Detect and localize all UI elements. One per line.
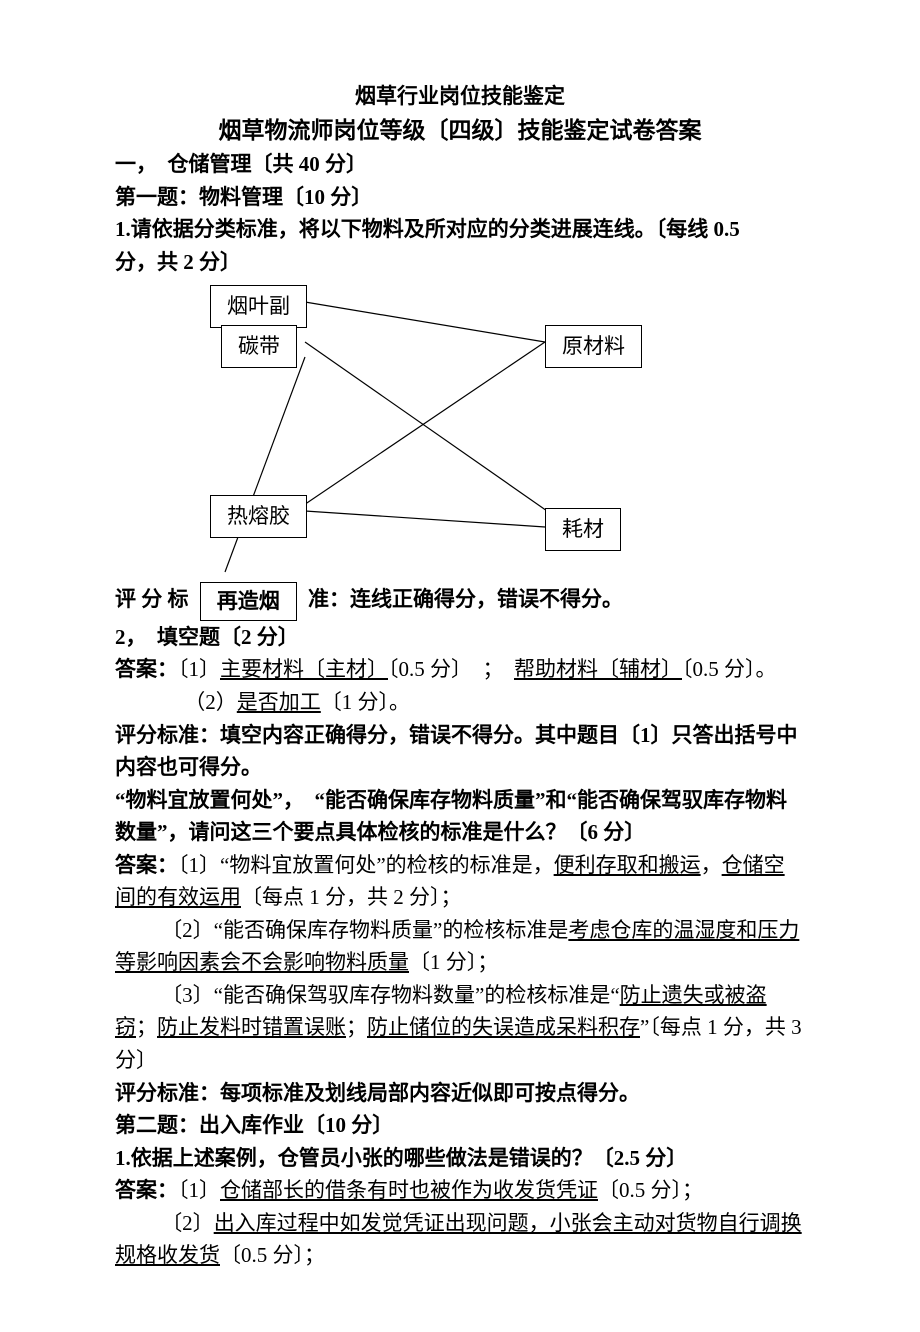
s2a1-post: 〔0.5 分〕； — [598, 1178, 703, 1202]
a1-mid2: 〔0.5 分〕。 — [682, 657, 777, 681]
node-haocai: 耗材 — [545, 508, 621, 551]
q2-grade: 评分标准：填空内容正确得分，错误不得分。其中题目〔1〕只答出括号中内容也可得分。 — [115, 719, 805, 784]
q3a1-post: 〔每点 1 分，共 2 分〕； — [241, 885, 462, 909]
matching-diagram: 烟叶副 碳带 热熔胶 原材料 耗材 — [115, 282, 795, 582]
q3a3-u3: 防止储位的失误造成呆料积存 — [367, 1015, 640, 1039]
s2a2-pre: 〔2〕 — [161, 1211, 214, 1235]
answer-label: 答案： — [115, 853, 178, 877]
node-tandai: 碳带 — [221, 325, 297, 368]
sec2-answer2: 〔2〕出入库过程中如发觉凭证出现问题，小张会主动对货物自行调换规格收发货〔0.5… — [115, 1207, 805, 1272]
q3-grade: 评分标准：每项标准及划线局部内容近似即可按点得分。 — [115, 1077, 805, 1110]
header-title: 烟草物流师岗位等级〔四级〕技能鉴定试卷答案 — [115, 113, 805, 149]
q3a2-pre: 〔2〕“能否确保库存物料质量”的检核标准是 — [161, 918, 568, 942]
answer-label: 答案： — [115, 1178, 178, 1202]
a1-pre: 〔1〕 — [178, 657, 220, 681]
sec2-answer1: 答案：〔1〕仓储部长的借条有时也被作为收发货凭证〔0.5 分〕； — [115, 1174, 805, 1207]
q3a2-post: 〔1 分〕； — [409, 950, 498, 974]
q1-prompt-line1: 1.请依据分类标准，将以下物料及所对应的分类进展连线。〔每线 0.5 — [115, 213, 805, 246]
q3-prompt: “物料宜放置何处”， “能否确保库存物料质量”和“能否确保驾驭库存物料数量”，请… — [115, 784, 805, 849]
grade-suffix: 准：连线正确得分，错误不得分。 — [308, 587, 623, 611]
q3-answer3: 〔3〕“能否确保驾驭库存物料数量”的检核标准是“防止遗失或被盗窃；防止发料时错置… — [115, 979, 805, 1077]
answer-label: 答案： — [115, 657, 178, 681]
header-org: 烟草行业岗位技能鉴定 — [115, 80, 805, 113]
q3-answer2: 〔2〕“能否确保库存物料质量”的检核标准是考虑仓库的温湿度和压力等影响因素会不会… — [115, 914, 805, 979]
q1-title: 第一题：物料管理〔10 分〕 — [115, 181, 805, 214]
q2-answer-line1: 答案：〔1〕主要材料〔主材〕〔0.5 分〕 ； 帮助材料〔辅材〕〔0.5 分〕。 — [115, 653, 805, 686]
q1-grade-row: 评 分 标 再造烟 准：连线正确得分，错误不得分。 — [115, 582, 805, 621]
a1-mid1: 〔0.5 分〕 ； — [388, 657, 514, 681]
a2-pre: （2） — [184, 690, 237, 714]
q3a3-pre: 〔3〕“能否确保驾驭库存物料数量”的检核标准是“ — [161, 983, 619, 1007]
a2-post: 〔1 分〕。 — [321, 690, 410, 714]
q3-answer1: 答案：〔1〕“物料宜放置何处”的检核的标准是，便利存取和搬运，仓储空间的有效运用… — [115, 849, 805, 914]
a1-u2: 帮助材料〔辅材〕 — [514, 657, 682, 681]
q1-prompt-line2: 分，共 2 分〕 — [115, 246, 805, 279]
q2-answer-line2: （2）是否加工〔1 分〕。 — [115, 686, 805, 719]
s2a2-post: 〔0.5 分〕； — [220, 1243, 325, 1267]
q3a1-pre: 〔1〕“物料宜放置何处”的检核的标准是， — [178, 853, 554, 877]
node-yanye: 烟叶副 — [210, 285, 307, 328]
s2a1-pre: 〔1〕 — [178, 1178, 220, 1202]
q3a3-u2: 防止发料时错置误账 — [157, 1015, 346, 1039]
q2-heading: 2， 填空题〔2 分〕 — [115, 621, 805, 654]
q3a1-mid: ， — [701, 853, 722, 877]
document-page: 烟草行业岗位技能鉴定 烟草物流师岗位等级〔四级〕技能鉴定试卷答案 一， 仓储管理… — [0, 0, 920, 1332]
q3a3-s1: ； — [136, 1015, 157, 1039]
q3a3-s2: ； — [346, 1015, 367, 1039]
a1-u1: 主要材料〔主材〕 — [220, 657, 388, 681]
node-zaizao: 再造烟 — [200, 582, 297, 621]
section1-heading: 一， 仓储管理〔共 40 分〕 — [115, 148, 805, 181]
node-yuancai: 原材料 — [545, 325, 642, 368]
q3a1-u1: 便利存取和搬运 — [554, 853, 701, 877]
sec2-title: 第二题：出入库作业〔10 分〕 — [115, 1109, 805, 1142]
grade-prefix: 评 分 标 — [115, 587, 189, 611]
node-rerong: 热熔胶 — [210, 495, 307, 538]
s2a2-u: 出入库过程中如发觉凭证出现问题，小张会主动对货物自行调换规格收发货 — [115, 1211, 802, 1268]
a2-u: 是否加工 — [237, 690, 321, 714]
sec2-q1: 1.依据上述案例，仓管员小张的哪些做法是错误的？〔2.5 分〕 — [115, 1142, 805, 1175]
s2a1-u: 仓储部长的借条有时也被作为收发货凭证 — [220, 1178, 598, 1202]
